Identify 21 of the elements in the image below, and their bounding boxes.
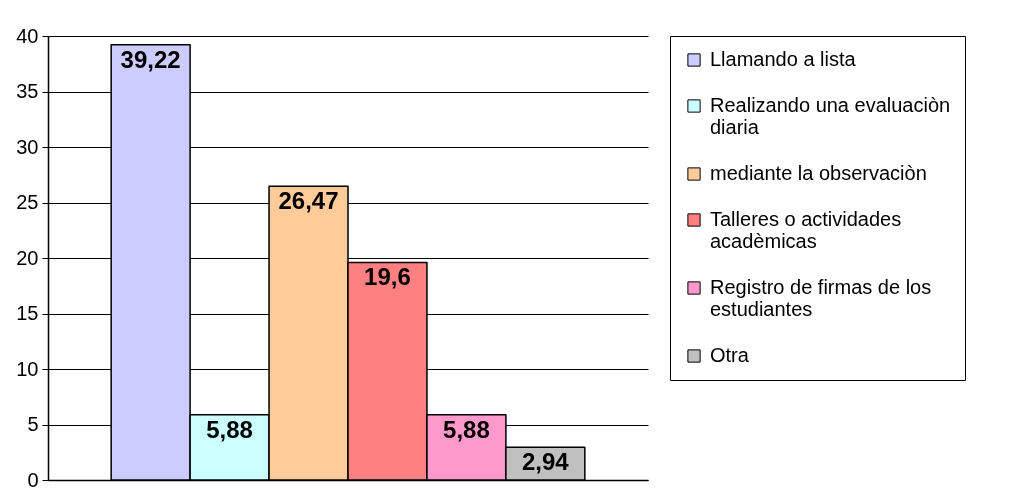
data-label: 5,88 bbox=[443, 415, 490, 443]
data-label: 26,47 bbox=[278, 187, 339, 215]
y-tick-label: 40 bbox=[16, 24, 39, 47]
legend-label: Llamando a lista bbox=[710, 48, 857, 70]
legend-label: Registro de firmas de los estudiantes bbox=[710, 276, 932, 320]
y-tick-label: 0 bbox=[27, 468, 39, 491]
legend-label: Talleres o actividades acadèmicas bbox=[710, 208, 902, 252]
y-tick-label: 10 bbox=[16, 357, 39, 380]
legend-label: Realizando una evaluaciòn diaria bbox=[710, 94, 951, 138]
y-tick-label: 20 bbox=[16, 246, 39, 269]
y-tick-label: 35 bbox=[16, 80, 39, 102]
data-label: 5,88 bbox=[206, 415, 253, 443]
y-tick-label: 25 bbox=[16, 191, 39, 213]
data-label: 19,6 bbox=[364, 263, 411, 291]
legend-label: Otra bbox=[710, 344, 750, 366]
y-tick-label: 15 bbox=[16, 302, 39, 324]
legend-label: mediante la observaciòn bbox=[710, 162, 927, 184]
y-tick-label: 30 bbox=[16, 135, 39, 158]
y-tick-label: 5 bbox=[27, 413, 39, 435]
data-label: 2,94 bbox=[522, 448, 570, 476]
data-label: 39,22 bbox=[120, 45, 181, 73]
